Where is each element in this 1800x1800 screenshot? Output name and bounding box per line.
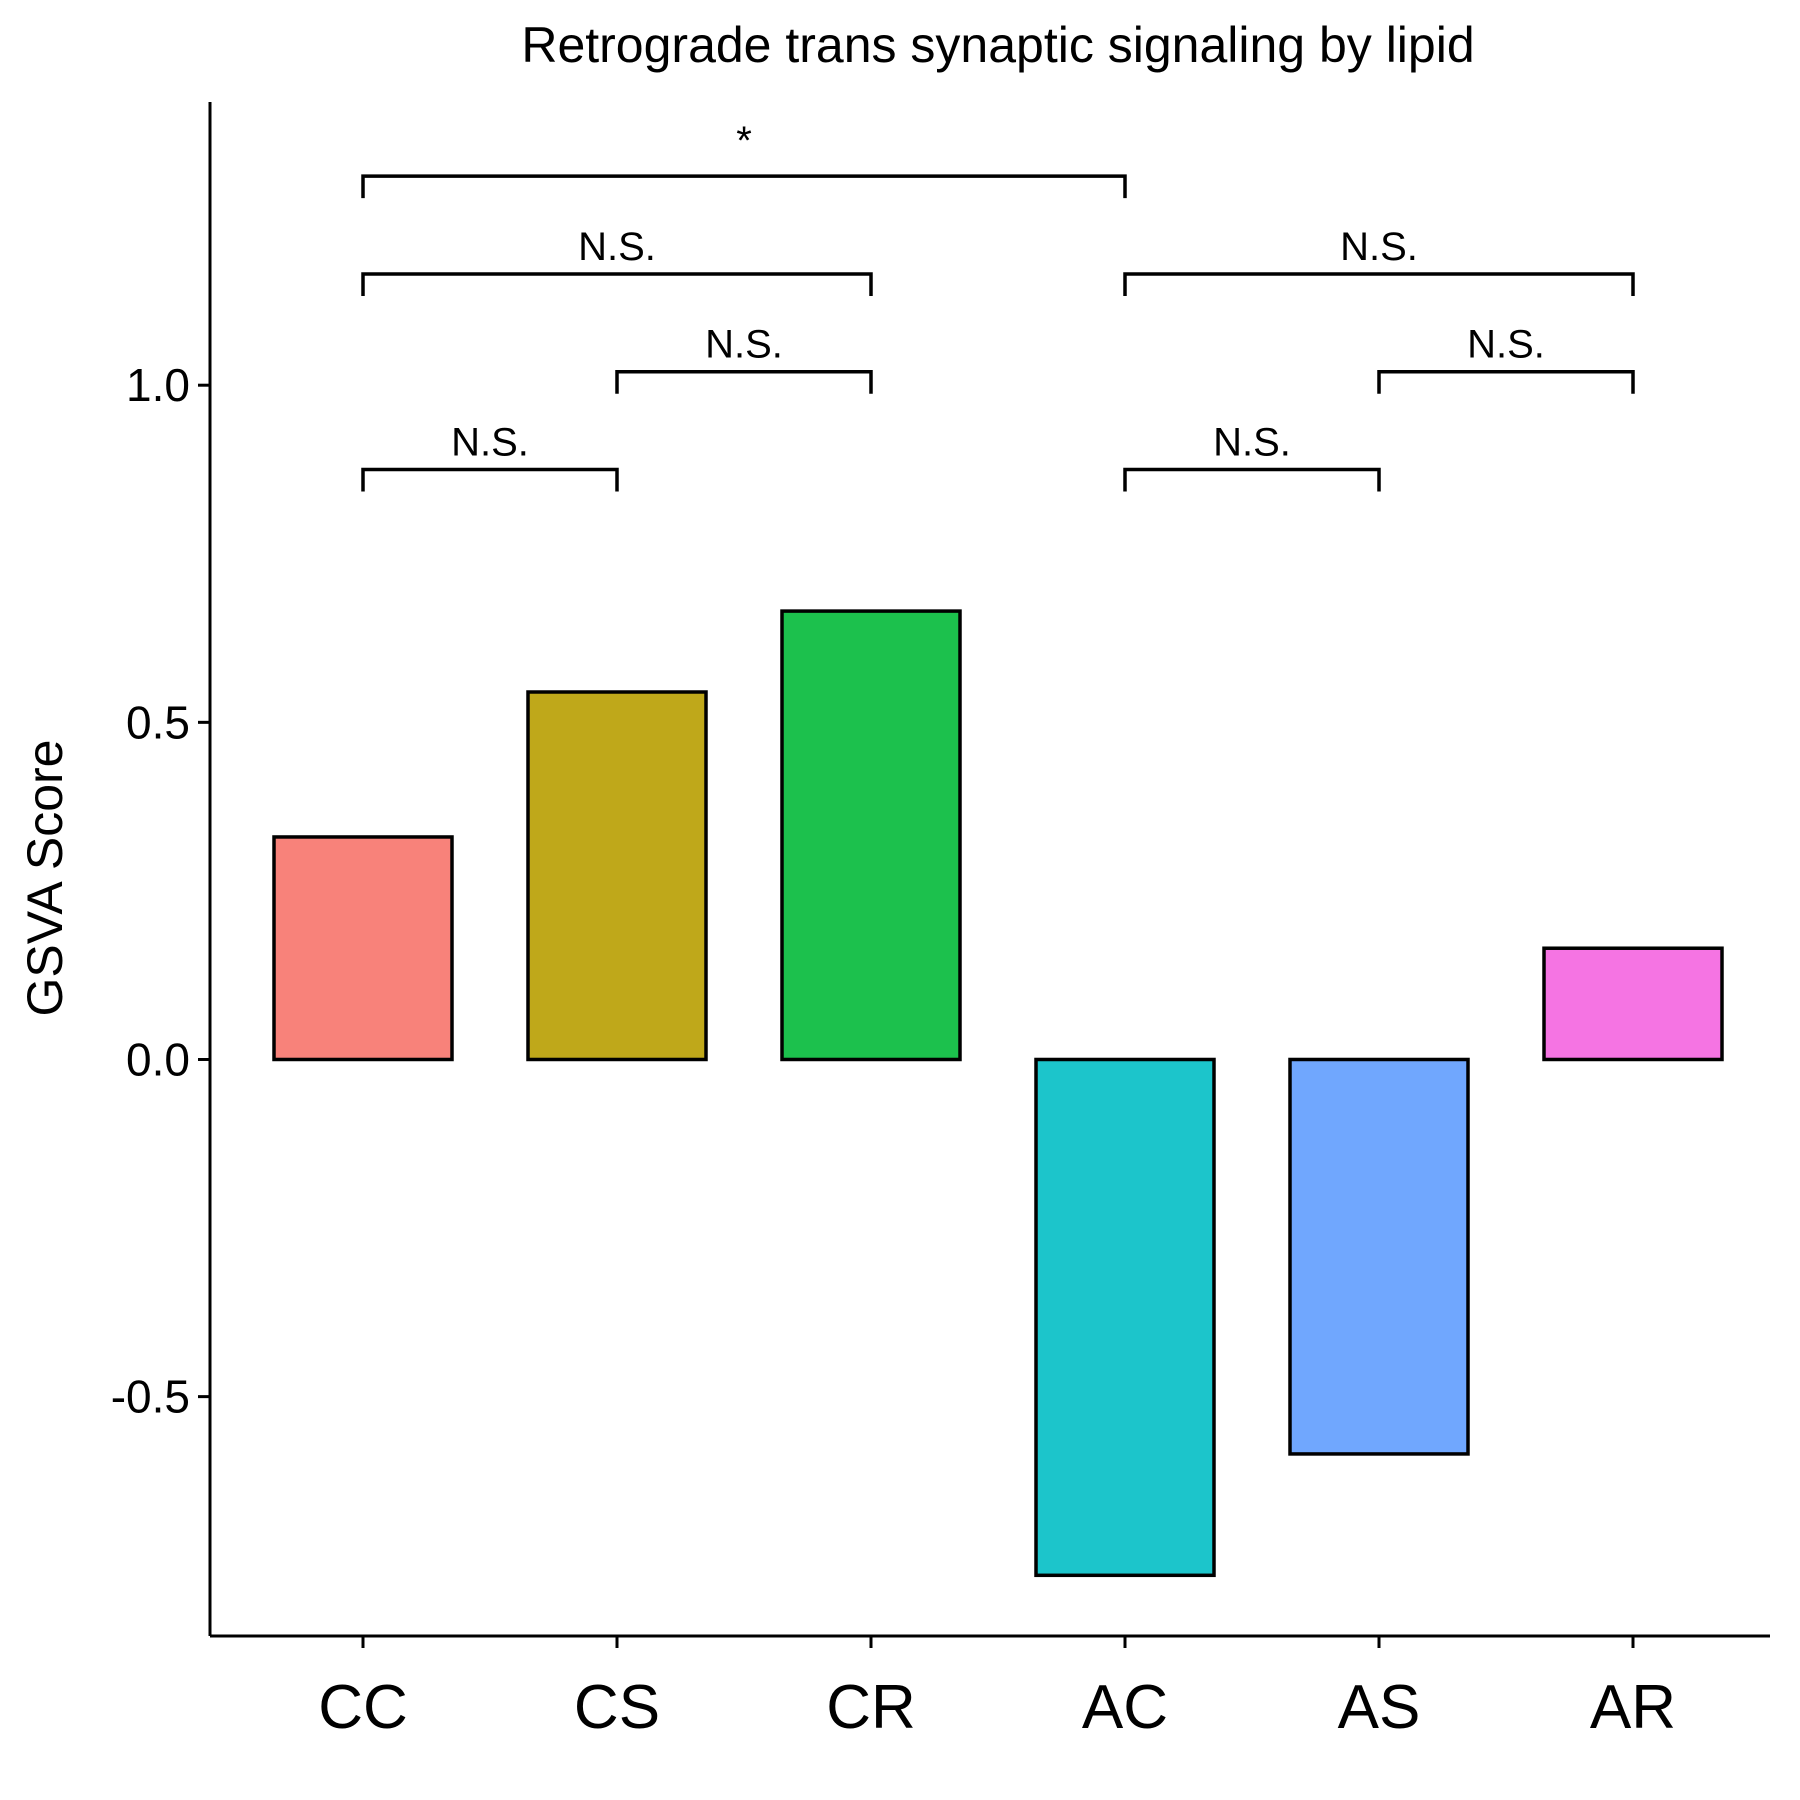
significance-bracket: [1123, 272, 1635, 296]
significance-label: N.S.: [705, 323, 783, 367]
bar-cs: [526, 690, 708, 1062]
x-tick-label: CR: [826, 1673, 916, 1742]
x-tick-label: CS: [574, 1673, 660, 1742]
significance-label: N.S.: [451, 420, 529, 464]
significance-bracket: [361, 272, 873, 296]
x-tick-label: AS: [1338, 1673, 1421, 1742]
significance-bracket: [361, 467, 619, 492]
bar-cr: [780, 609, 962, 1062]
significance-label: *: [736, 119, 752, 163]
significance-bracket: [1377, 369, 1635, 394]
significance-bracket: [361, 174, 1127, 199]
x-tick-label: CC: [318, 1673, 408, 1742]
y-tick-label: 0.5: [126, 696, 190, 748]
significance-label: N.S.: [1467, 323, 1545, 367]
chart-title: Retrograde trans synaptic signaling by l…: [521, 17, 1474, 73]
x-tick-label: AR: [1590, 1673, 1676, 1742]
bar-ar: [1542, 946, 1724, 1062]
y-tick-label: -0.5: [111, 1371, 190, 1423]
significance-bracket: [615, 369, 873, 394]
y-tick-label: 0.0: [126, 1033, 190, 1085]
bar-ac: [1034, 1057, 1216, 1578]
y-tick-label: 1.0: [126, 359, 190, 411]
plot-area: -0.5 0.0 0.5 1.0 CC CS CR AC AS AR N.S. N.S. N.S. * N.…: [111, 102, 1770, 1742]
significance-label: N.S.: [1340, 225, 1418, 269]
y-axis-label: GSVA Score: [17, 740, 73, 1017]
significance-label: N.S.: [578, 225, 656, 269]
significance-label: N.S.: [1213, 420, 1291, 464]
x-tick-label: AC: [1082, 1673, 1168, 1742]
bar-cc: [272, 835, 454, 1062]
significance-bracket: [1123, 467, 1381, 492]
bar-as: [1288, 1057, 1470, 1456]
